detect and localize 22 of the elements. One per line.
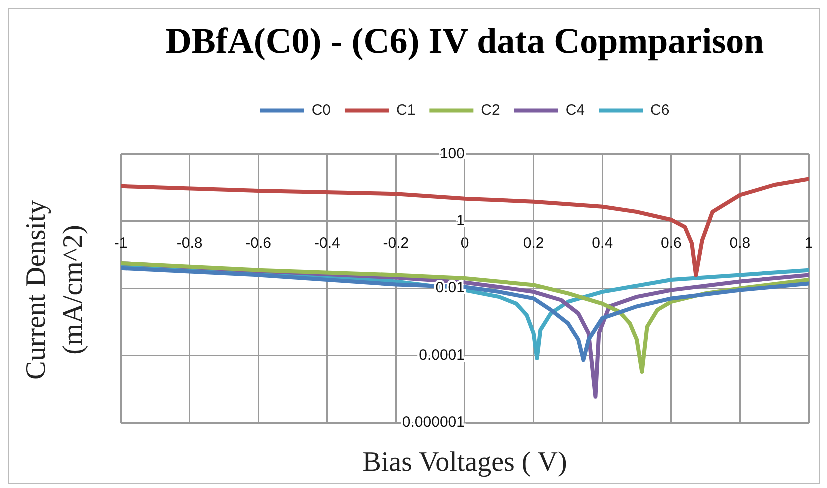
legend-label: C4: [566, 102, 586, 119]
x-tick-label: -0.4: [314, 235, 340, 252]
x-tick-label: 0.8: [730, 235, 751, 252]
x-tick-label: -1: [114, 235, 128, 252]
legend-label: C6: [650, 102, 670, 119]
legend-label: C1: [396, 102, 416, 119]
y-axis-title: Current Density (mA/cm^2): [20, 199, 90, 382]
y-tick-label: 0.000001: [402, 414, 465, 432]
legend-label: C0: [312, 102, 331, 119]
y-tick-label: 1: [456, 212, 465, 230]
x-tick-label: 0.4: [592, 235, 614, 252]
x-tick-label: 1: [804, 235, 814, 252]
chart-title: DBfA(C0) - (C6) IV data Copmparison: [166, 20, 764, 61]
x-tick-label: 0.2: [523, 235, 544, 252]
legend-label: C2: [481, 102, 500, 119]
y-tick-label: 0.0001: [419, 346, 465, 364]
y-tick-label: 100: [440, 145, 465, 162]
x-tick-label: -0.2: [383, 235, 410, 252]
x-tick-label: -0.6: [246, 235, 272, 252]
x-tick-label: -0.8: [176, 235, 203, 252]
x-axis-title: Bias Voltages ( V): [362, 447, 568, 479]
x-tick-label: 0.6: [660, 235, 682, 252]
